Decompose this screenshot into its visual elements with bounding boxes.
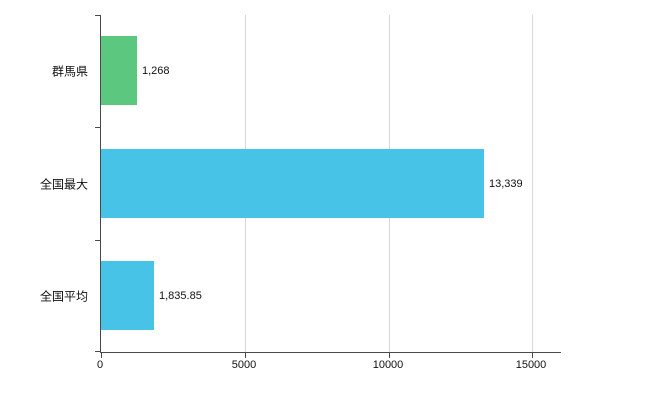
bar-value-label: 13,339 (489, 178, 523, 190)
x-axis-tick (532, 353, 533, 358)
y-axis-tick (95, 240, 100, 241)
value-axis-labels: 0 5000 10000 15000 (96, 359, 600, 377)
bar-value-label: 1,268 (142, 65, 170, 77)
x-axis-tick (101, 353, 102, 358)
bar-value-label: 1,835.85 (159, 290, 202, 302)
category-label: 群馬県 (51, 64, 88, 79)
y-axis-tick (95, 351, 100, 352)
y-axis-tick (95, 127, 100, 128)
x-axis-tick (389, 353, 390, 358)
bar (101, 36, 137, 105)
x-axis-tick (245, 353, 246, 358)
x-tick-label: 10000 (372, 359, 404, 371)
gridline (532, 15, 533, 352)
category-label: 全国最大 (39, 177, 88, 192)
bar (101, 149, 484, 218)
category-axis-labels: 群馬県全国最大全国平均 (0, 15, 94, 352)
bar (101, 261, 154, 330)
category-label: 全国平均 (39, 289, 88, 304)
plot-area: 1,268 13,339 1,835.85 (95, 15, 561, 358)
x-tick-label: 0 (96, 359, 104, 371)
y-axis-tick (95, 15, 100, 16)
x-tick-label: 15000 (515, 359, 547, 371)
x-tick-label: 5000 (231, 359, 257, 371)
